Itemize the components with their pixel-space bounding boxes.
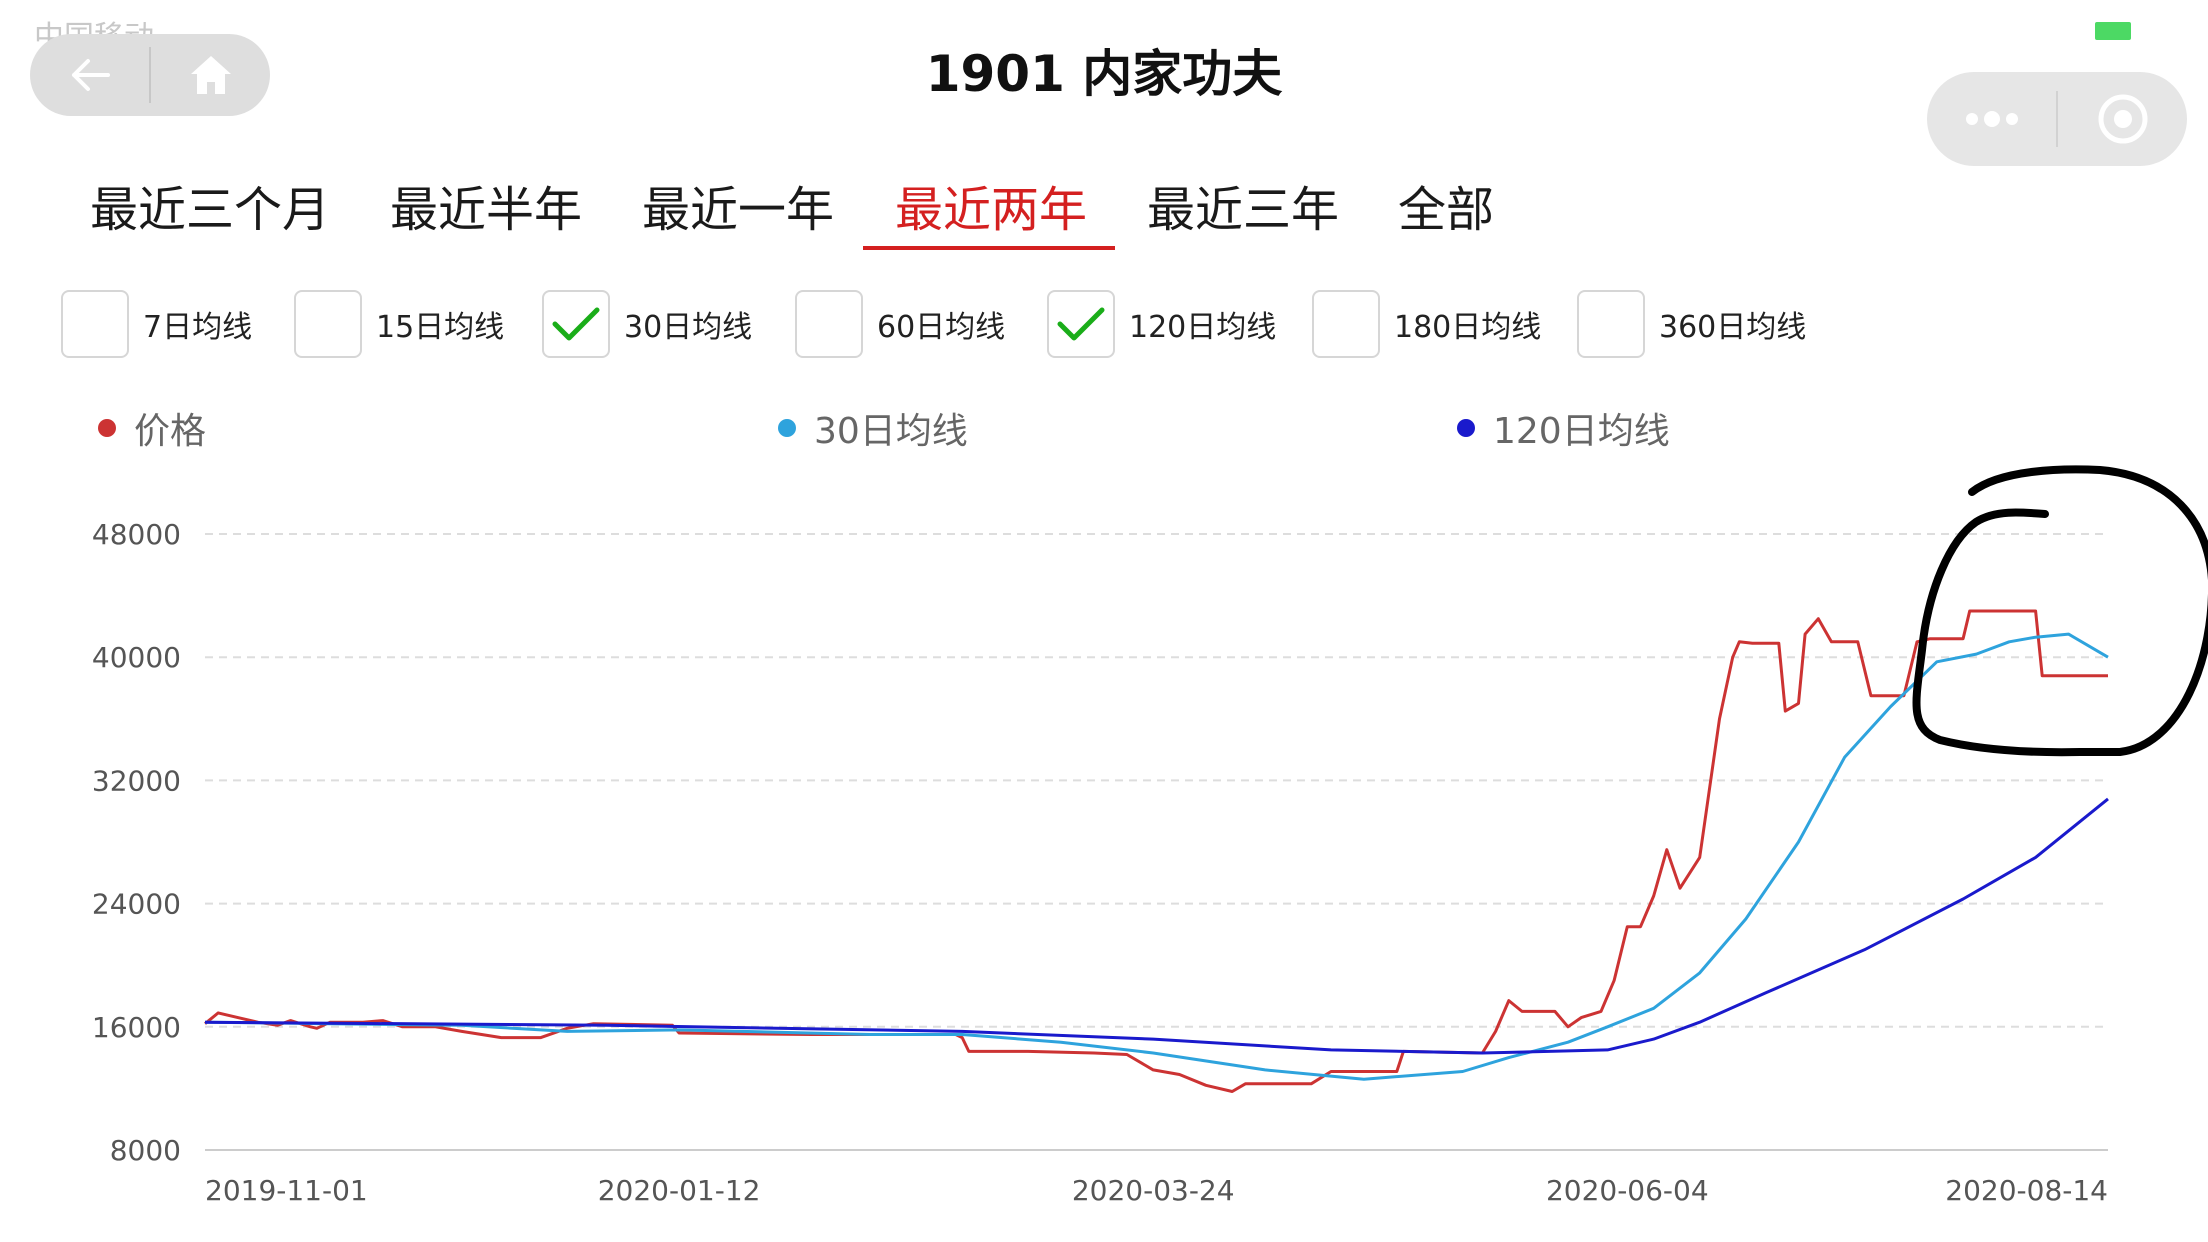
back-button[interactable]	[30, 34, 149, 116]
legend-price[interactable]: 价格	[98, 402, 206, 454]
checkbox-box[interactable]	[61, 290, 129, 358]
checkmark-icon	[1057, 307, 1105, 341]
capsule-divider	[2056, 91, 2058, 147]
tab-one-year[interactable]: 最近一年	[642, 182, 835, 238]
legend-dot	[1457, 419, 1475, 437]
checkbox-label: 120日均线	[1129, 310, 1277, 345]
handwritten-circle-annotation	[1912, 465, 2208, 757]
active-tab-underline	[863, 246, 1115, 250]
legend-label: 30日均线	[814, 411, 968, 452]
checkbox-box[interactable]	[1047, 290, 1115, 358]
checkmark-icon	[552, 307, 600, 341]
home-icon	[190, 56, 231, 94]
more-dots-icon	[1965, 111, 2018, 127]
checkbox-ma360[interactable]: 360日均线	[1577, 290, 1806, 358]
ma-checkbox-row: 7日均线 15日均线 30日均线 60日均线 120日均线 180日均线 360…	[0, 290, 2208, 366]
checkbox-ma120[interactable]: 120日均线	[1047, 290, 1276, 358]
checkbox-label: 15日均线	[376, 310, 505, 345]
y-tick-label: 24000	[92, 888, 181, 921]
y-tick-label: 8000	[110, 1134, 181, 1167]
checkbox-label: 30日均线	[624, 310, 753, 345]
checkbox-box[interactable]	[1312, 290, 1380, 358]
y-tick-label: 40000	[92, 641, 181, 674]
tab-three-months[interactable]: 最近三个月	[90, 182, 331, 238]
checkbox-label: 180日均线	[1394, 310, 1542, 345]
checkbox-ma180[interactable]: 180日均线	[1312, 290, 1541, 358]
battery-icon	[2095, 22, 2131, 40]
page-title: 1901 内家功夫	[925, 45, 1283, 103]
checkbox-ma15[interactable]: 15日均线	[294, 290, 504, 358]
x-tick-label: 2019-11-01	[205, 1174, 368, 1207]
target-close-icon	[2098, 94, 2147, 144]
tab-two-years[interactable]: 最近两年	[895, 182, 1088, 238]
home-button[interactable]	[151, 34, 270, 116]
legend-ma30[interactable]: 30日均线	[778, 402, 968, 454]
y-tick-label: 16000	[92, 1011, 181, 1044]
checkbox-box[interactable]	[542, 290, 610, 358]
checkbox-ma60[interactable]: 60日均线	[795, 290, 1005, 358]
more-button[interactable]	[1927, 72, 2056, 166]
legend-label: 价格	[134, 411, 207, 452]
checkbox-box[interactable]	[795, 290, 863, 358]
tab-three-years[interactable]: 最近三年	[1147, 182, 1340, 238]
series-line	[204, 797, 2109, 1055]
series-line	[204, 609, 2108, 1093]
legend-label: 120日均线	[1493, 411, 1670, 452]
checkbox-label: 360日均线	[1659, 310, 1807, 345]
checkbox-box[interactable]	[1577, 290, 1645, 358]
tab-half-year[interactable]: 最近半年	[390, 182, 583, 238]
x-tick-label: 2020-01-12	[598, 1174, 761, 1207]
tab-all[interactable]: 全部	[1398, 182, 1495, 238]
nav-divider	[149, 47, 151, 103]
legend-dot	[98, 419, 116, 437]
x-tick-label: 2020-08-14	[1945, 1174, 2108, 1207]
x-tick-label: 2020-06-04	[1546, 1174, 1709, 1207]
checkbox-label: 7日均线	[143, 310, 253, 345]
checkbox-label: 60日均线	[877, 310, 1006, 345]
y-tick-label: 32000	[92, 764, 181, 797]
checkbox-ma7[interactable]: 7日均线	[61, 290, 252, 358]
nav-capsule	[30, 34, 270, 116]
back-arrow-icon	[71, 59, 110, 91]
checkbox-ma30[interactable]: 30日均线	[542, 290, 752, 358]
legend-ma120[interactable]: 120日均线	[1457, 402, 1670, 454]
y-tick-label: 48000	[92, 518, 181, 551]
x-tick-label: 2020-03-24	[1072, 1174, 1235, 1207]
legend-dot	[778, 419, 796, 437]
close-button[interactable]	[2058, 72, 2187, 166]
series-line	[204, 632, 2109, 1081]
miniprogram-capsule	[1927, 72, 2187, 166]
checkbox-box[interactable]	[294, 290, 362, 358]
